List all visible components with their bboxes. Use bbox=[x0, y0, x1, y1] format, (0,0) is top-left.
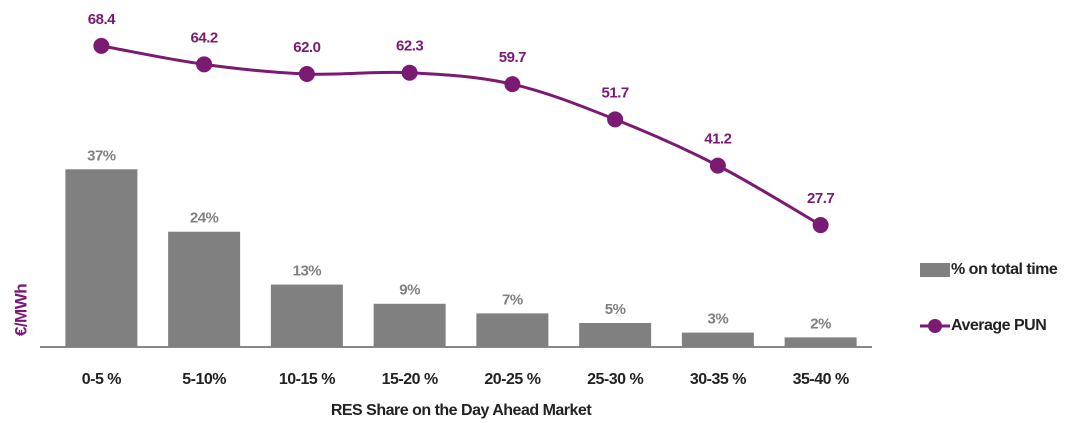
data-label: 59.7 bbox=[499, 49, 526, 66]
line-marker bbox=[298, 66, 315, 83]
x-tick-label: 0-5 % bbox=[82, 371, 122, 388]
bar bbox=[373, 303, 446, 347]
line-marker bbox=[812, 217, 829, 234]
line bbox=[101, 44, 822, 227]
line-marker bbox=[607, 111, 624, 128]
line-marker bbox=[196, 56, 213, 73]
y-axis-label: €/MWh bbox=[11, 284, 30, 336]
legend-swatch bbox=[920, 263, 950, 277]
data-label: 62.3 bbox=[396, 38, 423, 55]
data-label: 41.2 bbox=[704, 131, 731, 148]
legend-label: % on total time bbox=[951, 261, 1058, 278]
bar bbox=[681, 332, 754, 347]
data-label: 64.2 bbox=[191, 29, 218, 46]
legend-swatch bbox=[928, 319, 942, 333]
data-label: 37% bbox=[87, 147, 116, 164]
data-label: 24% bbox=[190, 210, 219, 227]
data-label: 2% bbox=[810, 315, 831, 332]
bar bbox=[579, 322, 652, 347]
data-label: 5% bbox=[605, 301, 626, 318]
x-tick-label: 5-10% bbox=[182, 371, 226, 388]
line-marker bbox=[709, 157, 726, 174]
legend-label: Average PUN bbox=[951, 317, 1046, 334]
bar bbox=[168, 231, 241, 347]
bar bbox=[270, 284, 343, 347]
x-axis-label: RES Share on the Day Ahead Market bbox=[331, 402, 592, 419]
data-label: 68.4 bbox=[88, 11, 116, 28]
bar bbox=[476, 313, 549, 347]
bar bbox=[65, 169, 138, 347]
data-label: 62.0 bbox=[293, 39, 320, 56]
data-label: 7% bbox=[502, 291, 523, 308]
data-label: 13% bbox=[293, 263, 322, 280]
x-tick-label: 20-25 % bbox=[484, 371, 540, 388]
data-label: 9% bbox=[399, 282, 420, 299]
data-label: 3% bbox=[708, 311, 729, 328]
line-marker bbox=[504, 76, 521, 93]
bar bbox=[784, 337, 857, 347]
x-tick-label: 10-15 % bbox=[279, 371, 335, 388]
data-label: 27.7 bbox=[807, 190, 834, 207]
line-marker bbox=[93, 37, 110, 54]
x-tick-label: 25-30 % bbox=[587, 371, 643, 388]
x-tick-label: 30-35 % bbox=[690, 371, 746, 388]
x-tick-label: 15-20 % bbox=[382, 371, 438, 388]
x-tick-label: 35-40 % bbox=[793, 371, 849, 388]
line-marker bbox=[401, 64, 418, 81]
data-label: 51.7 bbox=[602, 84, 629, 101]
